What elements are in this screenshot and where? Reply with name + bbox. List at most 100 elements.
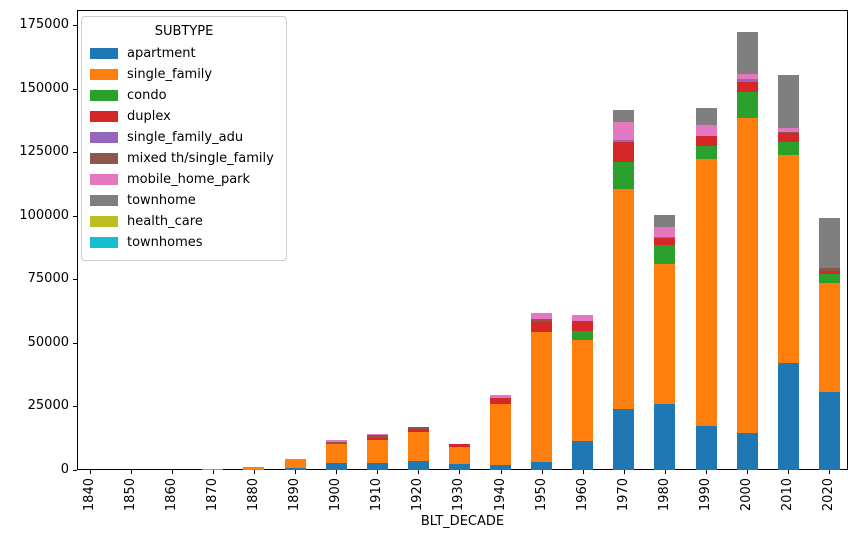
bar-segment-condo-1980 [654,244,676,265]
bar-segment-condo-2010 [777,141,799,155]
bar-segment-single-family-2020 [818,283,840,392]
legend-label: townhome [127,193,196,208]
bar-segment-townhome-1980 [654,215,676,227]
bar-segment-mixed-th-single-family-2020 [818,268,840,271]
bar-segment-mobile-home-park-2000 [736,73,758,80]
legend-swatch-icon [90,216,118,227]
x-tick-label: 1910 [369,478,385,512]
bar-segment-duplex-2010 [777,133,799,142]
bar-segment-townhome-2020 [818,218,840,269]
x-tick-mark [788,470,790,474]
x-tick-label: 2010 [780,478,796,512]
bar-segment-mobile-home-park-1950 [531,313,553,319]
y-tick-label: 100000 [19,207,69,223]
bar-segment-single-family-1870 [202,468,224,470]
legend-item-apartment: apartment [90,43,278,64]
x-tick-label: 1900 [328,478,344,512]
x-tick-label: 1850 [122,478,138,512]
bar-segment-single-family-1880 [243,466,265,470]
legend-item-condo: condo [90,85,278,106]
bar-segment-single-family-1910 [366,439,388,464]
bar-segment-mixed-th-single-family-1920 [407,427,429,430]
bar-segment-single-family-1950 [531,331,553,462]
y-tick-mark [73,88,77,90]
bar-segment-townhome-2010 [777,74,799,129]
legend-swatch-icon [90,132,118,143]
bar-segment-duplex-1990 [695,135,717,146]
x-tick-mark [171,470,173,474]
bar-segment-mobile-home-park-1910 [366,434,388,436]
bar-segment-single-family-1900 [325,444,347,464]
bar-segment-duplex-1980 [654,238,676,245]
y-tick-label: 175000 [19,17,69,32]
legend-label: health_care [127,214,203,229]
x-tick-mark [295,470,296,474]
bar-segment-mixed-th-single-family-1900 [325,442,347,445]
y-tick-label: 50000 [27,334,69,350]
x-tick-mark [706,470,707,474]
x-tick-label: 1940 [492,478,508,512]
legend-swatch-icon [90,90,118,101]
x-tick-label: 1840 [81,478,97,512]
x-tick-mark [89,470,91,474]
legend: SUBTYPE apartment single_family condo duple… [81,16,287,261]
bar-segment-single-family-1980 [654,264,676,404]
x-tick-label: 1890 [287,478,302,512]
bar-segment-single-family-1940 [490,403,511,465]
x-tick-mark [377,470,379,474]
legend-label: apartment [127,46,196,61]
legend-swatch-icon [90,237,118,248]
bar-segment-townhome-1970 [613,109,635,123]
x-tick-mark [829,470,831,474]
bar-segment-mobile-home-park-1900 [325,440,347,443]
bar-segment-duplex-1940 [490,397,511,404]
x-tick-mark [130,470,132,474]
bar-segment-mobile-home-park-1940 [490,394,511,398]
bar-segment-duplex-1930 [448,444,470,448]
bar-segment-condo-1970 [613,161,635,190]
legend-label: single_family_adu [127,130,244,145]
legend-swatch-icon [90,153,118,164]
x-tick-mark [541,470,543,474]
legend-swatch-icon [90,174,118,185]
bar-segment-apartment-2010 [777,363,799,470]
x-tick-label: 1870 [204,478,220,512]
legend-item-single-family-adu: single_family_adu [90,127,278,148]
legend-label: condo [127,88,167,103]
x-tick-label: 1980 [656,478,672,512]
legend-label: townhomes [127,235,203,250]
bar-segment-mobile-home-park-1970 [613,122,635,140]
bar-segment-duplex-2000 [736,81,758,92]
bar-segment-single-family-1920 [407,431,429,461]
bar-segment-duplex-2020 [818,270,840,274]
bar-segment-apartment-1920 [407,460,429,470]
bar-segment-duplex-1970 [613,141,635,162]
bar-segment-single-family-adu-2000 [736,79,758,82]
bar-segment-mixed-th-single-family-1950 [531,318,553,323]
bar-segment-apartment-1930 [448,463,470,470]
bar-segment-apartment-1900 [325,463,347,470]
bar-segment-apartment-1970 [613,409,635,470]
legend-title: SUBTYPE [154,24,214,39]
bar-segment-mobile-home-park-1980 [654,226,676,237]
legend-swatch-icon [90,111,118,122]
legend-item-townhome: townhome [90,190,278,211]
bar-segment-apartment-2000 [736,432,758,470]
bar-segment-apartment-2020 [818,391,840,470]
bar-segment-apartment-1950 [531,461,553,470]
x-tick-mark [253,470,255,474]
x-tick-label: 1970 [615,478,631,512]
bar-segment-duplex-1950 [531,322,553,332]
bar-segment-duplex-1920 [407,429,429,432]
legend-swatch-icon [90,69,118,80]
bar-segment-mixed-th-single-family-1910 [366,435,388,438]
y-tick-label: 150000 [19,80,69,96]
y-tick-mark [73,342,77,344]
x-tick-mark [418,470,420,474]
bar-segment-mobile-home-park-1960 [572,314,594,321]
bar-segment-apartment-1980 [654,403,676,470]
legend-swatch-icon [90,48,118,59]
legend-label: mixed th/single_family [127,151,274,166]
legend-item-mixed-th-single-family: mixed th/single_family [90,148,278,169]
bar-segment-single-family-1990 [695,159,717,426]
